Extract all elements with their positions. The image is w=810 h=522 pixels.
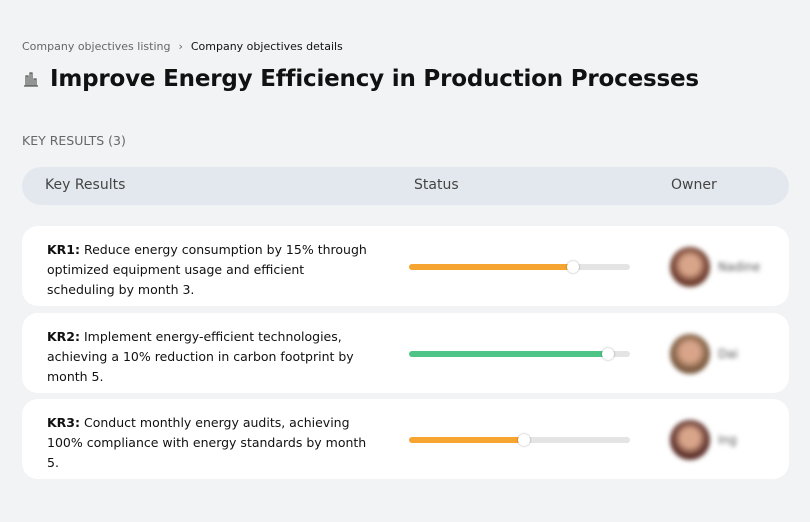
- key-result-description: KR2: Implement energy-efficient technolo…: [47, 327, 367, 387]
- header-owner: Owner: [671, 177, 717, 193]
- page-title: Improve Energy Efficiency in Production …: [22, 66, 699, 92]
- key-result-description: KR1: Reduce energy consumption by 15% th…: [47, 240, 367, 300]
- owner[interactable]: Ing: [670, 420, 737, 460]
- objective-title: Improve Energy Efficiency in Production …: [50, 66, 699, 92]
- progress-fill: [409, 434, 530, 446]
- breadcrumb-separator: ›: [178, 40, 183, 53]
- breadcrumb-link-listing[interactable]: Company objectives listing: [22, 40, 171, 53]
- progress-bar[interactable]: [409, 261, 630, 273]
- key-result-code: KR1:: [47, 242, 81, 257]
- owner-name: Dai: [718, 347, 738, 361]
- table-row[interactable]: KR3: Conduct monthly energy audits, achi…: [22, 399, 789, 479]
- factory-icon: [24, 72, 38, 87]
- avatar: [670, 247, 710, 287]
- progress-knob[interactable]: [566, 261, 579, 273]
- key-result-text: Conduct monthly energy audits, achieving…: [47, 415, 367, 470]
- avatar: [670, 420, 710, 460]
- progress-fill: [409, 348, 614, 360]
- breadcrumb: Company objectives listing › Company obj…: [22, 40, 343, 53]
- owner[interactable]: Nadine: [670, 247, 760, 287]
- owner[interactable]: Dai: [670, 334, 738, 374]
- key-result-text: Reduce energy consumption by 15% through…: [47, 242, 367, 297]
- key-result-code: KR3:: [47, 415, 81, 430]
- table-row[interactable]: KR2: Implement energy-efficient technolo…: [22, 313, 789, 393]
- progress-bar[interactable]: [409, 348, 630, 360]
- table-row[interactable]: KR1: Reduce energy consumption by 15% th…: [22, 226, 789, 306]
- owner-name: Ing: [718, 433, 737, 447]
- key-results-count: KEY RESULTS (3): [22, 133, 126, 148]
- progress-knob[interactable]: [601, 348, 614, 360]
- progress-fill: [409, 261, 579, 273]
- progress-bar[interactable]: [409, 434, 630, 446]
- progress-knob[interactable]: [517, 434, 530, 446]
- avatar: [670, 334, 710, 374]
- header-key-results: Key Results: [45, 177, 126, 193]
- owner-name: Nadine: [718, 260, 761, 274]
- table-header: Key Results Status Owner: [22, 167, 789, 205]
- key-result-code: KR2:: [47, 329, 81, 344]
- key-result-description: KR3: Conduct monthly energy audits, achi…: [47, 413, 367, 473]
- key-result-text: Implement energy-efficient technologies,…: [47, 329, 354, 384]
- breadcrumb-current: Company objectives details: [190, 40, 343, 53]
- header-status: Status: [414, 177, 459, 193]
